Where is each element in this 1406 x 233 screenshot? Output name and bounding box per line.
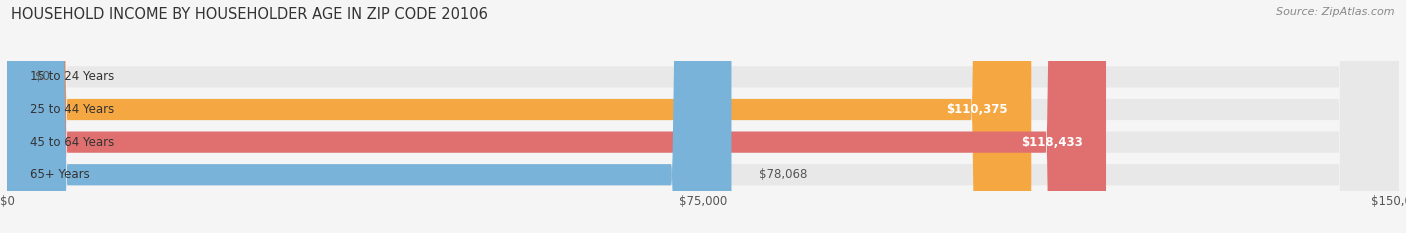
Text: 25 to 44 Years: 25 to 44 Years	[31, 103, 114, 116]
FancyBboxPatch shape	[7, 0, 1399, 233]
Text: Source: ZipAtlas.com: Source: ZipAtlas.com	[1277, 7, 1395, 17]
Text: 45 to 64 Years: 45 to 64 Years	[31, 136, 114, 149]
FancyBboxPatch shape	[7, 0, 1399, 233]
Text: $118,433: $118,433	[1021, 136, 1083, 149]
FancyBboxPatch shape	[7, 0, 1107, 233]
Text: HOUSEHOLD INCOME BY HOUSEHOLDER AGE IN ZIP CODE 20106: HOUSEHOLD INCOME BY HOUSEHOLDER AGE IN Z…	[11, 7, 488, 22]
Text: 15 to 24 Years: 15 to 24 Years	[31, 70, 114, 83]
Text: $110,375: $110,375	[946, 103, 1008, 116]
FancyBboxPatch shape	[7, 0, 1399, 233]
Text: 65+ Years: 65+ Years	[31, 168, 90, 181]
Text: $78,068: $78,068	[759, 168, 807, 181]
FancyBboxPatch shape	[7, 0, 1399, 233]
FancyBboxPatch shape	[7, 0, 1031, 233]
FancyBboxPatch shape	[7, 0, 731, 233]
Text: $0: $0	[35, 70, 49, 83]
